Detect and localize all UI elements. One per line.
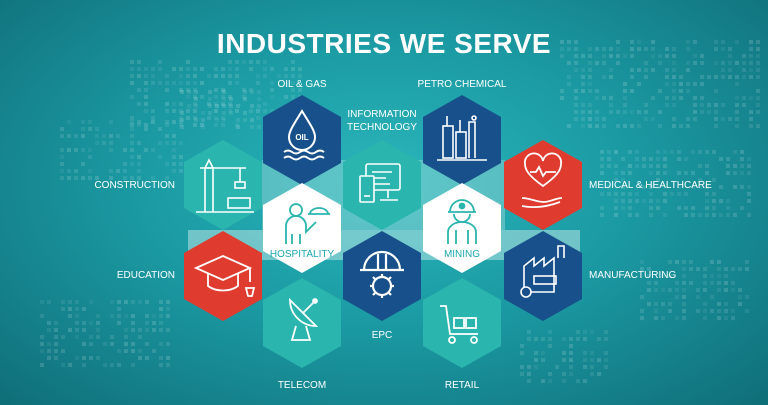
label-hospitality: HOSPITALITY	[269, 249, 335, 260]
label-construction: CONSTRUCTION	[94, 180, 175, 191]
refinery-icon	[437, 115, 487, 161]
shopping-cart-icon	[440, 305, 478, 344]
hex-hospitality[interactable]	[263, 183, 341, 273]
oil-drop-icon	[283, 109, 325, 161]
oil-icon-text: OIL	[295, 133, 308, 142]
label-retail: RETAIL	[444, 380, 480, 391]
label-epc: EPC	[371, 330, 393, 341]
page-title: INDUSTRIES WE SERVE	[216, 28, 552, 59]
label-education: EDUCATION	[116, 270, 175, 281]
satellite-dish-icon	[289, 297, 319, 341]
hex-education[interactable]	[184, 231, 262, 321]
label-petro-chemical: PETRO CHEMICAL	[417, 79, 507, 90]
label-oil-gas: OIL & GAS	[277, 79, 327, 90]
crane-icon	[196, 158, 254, 213]
graduation-cap-icon	[193, 255, 256, 297]
factory-icon	[520, 245, 565, 298]
label-information-technology-1: INFORMATION	[347, 109, 417, 120]
hex-petro-chemical[interactable]	[423, 95, 501, 185]
hex-oil-gas[interactable]	[263, 95, 341, 185]
label-telecom: TELECOM	[277, 380, 327, 391]
heart-hand-icon	[521, 152, 563, 209]
label-information-technology-2: TECHNOLOGY	[346, 122, 418, 133]
hex-construction[interactable]	[184, 140, 262, 230]
label-manufacturing: MANUFACTURING	[589, 270, 677, 281]
label-medical: MEDICAL & HEALTHCARE	[589, 180, 712, 191]
waiter-icon	[285, 203, 330, 244]
label-mining: MINING	[443, 249, 481, 260]
hex-retail[interactable]	[423, 278, 501, 368]
hex-mining[interactable]	[423, 183, 501, 273]
hex-information-technology[interactable]	[343, 140, 421, 230]
computer-icon	[359, 163, 401, 203]
miner-icon	[447, 199, 477, 244]
hard-hat-gear-icon	[360, 250, 404, 298]
